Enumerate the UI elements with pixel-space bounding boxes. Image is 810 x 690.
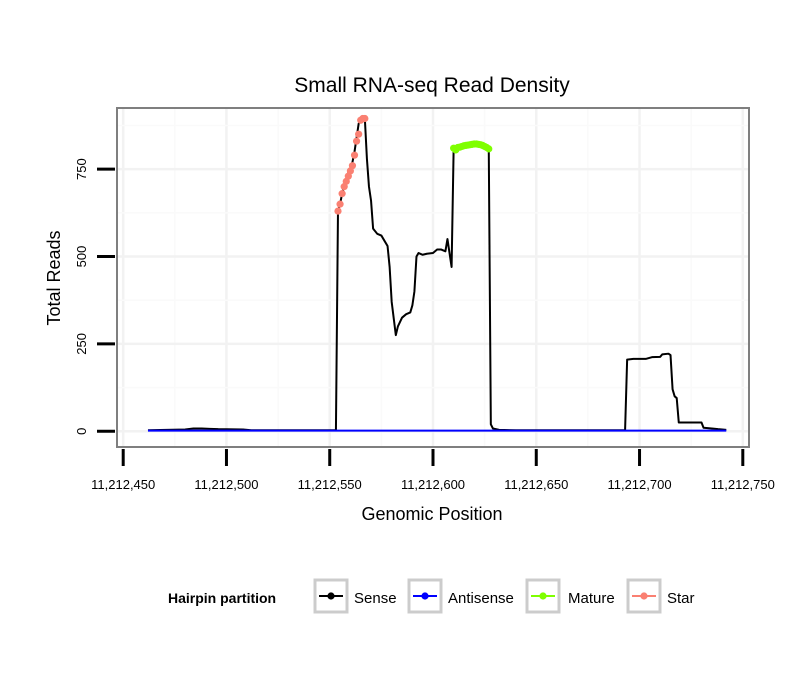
plot-border [116, 107, 750, 448]
legend-marker-antisense [421, 592, 429, 600]
x-axis-ticks: 11,212,450 11,212,500 11,212,550 11,212,600… [91, 449, 775, 492]
y-tick-label: 250 [74, 333, 89, 355]
x-axis-label: Genomic Position [361, 504, 502, 524]
x-tick-label: 11,212,750 [711, 477, 775, 492]
star-point [338, 190, 346, 198]
chart-title: Small RNA-seq Read Density [294, 74, 570, 97]
x-tick-label: 11,212,650 [504, 477, 568, 492]
x-tick-label: 11,212,450 [91, 477, 155, 492]
legend-label-sense: Sense [354, 590, 397, 607]
x-tick-label: 11,212,550 [298, 477, 362, 492]
y-tick-label: 500 [74, 246, 89, 268]
y-axis-ticks: 0 250 500 750 [74, 158, 115, 435]
legend: Hairpin partition Sense Antisense Mature St… [168, 578, 695, 614]
y-tick-label: 750 [74, 158, 89, 180]
mature-point [485, 145, 493, 153]
x-tick-label: 11,212,600 [401, 477, 465, 492]
legend-label-mature: Mature [568, 590, 615, 607]
legend-marker-star [640, 592, 648, 600]
star-point [348, 162, 357, 170]
star-point [361, 114, 369, 123]
legend-title: Hairpin partition [168, 590, 276, 606]
star-point [336, 200, 344, 208]
x-tick-label: 11,212,700 [607, 477, 671, 492]
star-point [352, 137, 361, 145]
x-tick-label: 11,212,500 [194, 477, 258, 492]
star-point [350, 151, 359, 159]
y-axis-label: Total Reads [44, 230, 64, 325]
data-series [147, 114, 727, 432]
legend-marker-sense [327, 592, 335, 600]
star-point [355, 130, 363, 138]
star-point [334, 207, 342, 215]
legend-marker-mature [539, 592, 547, 600]
legend-label-antisense: Antisense [448, 590, 514, 607]
legend-label-star: Star [667, 590, 695, 607]
y-tick-label: 0 [74, 428, 89, 435]
